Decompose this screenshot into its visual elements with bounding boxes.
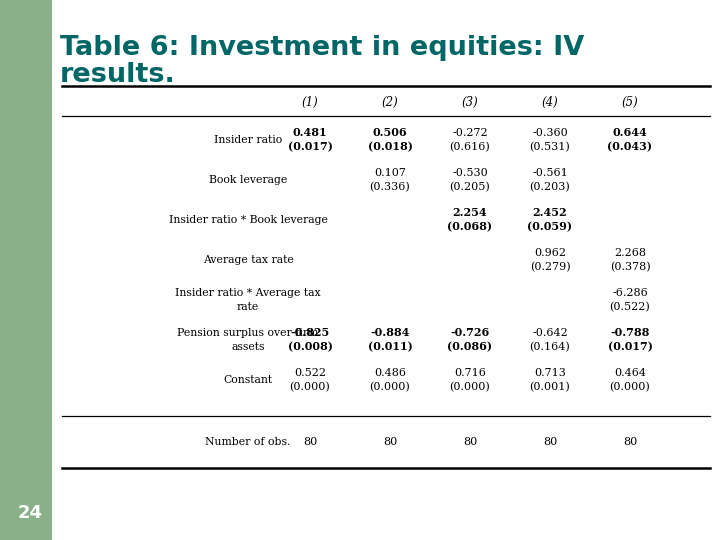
- Text: (0.000): (0.000): [369, 382, 410, 392]
- Text: (0.011): (0.011): [368, 341, 413, 353]
- Text: Table 6: Investment in equities: IV: Table 6: Investment in equities: IV: [60, 35, 584, 61]
- Text: (0.164): (0.164): [530, 342, 570, 352]
- Text: 80: 80: [303, 437, 317, 447]
- Text: -6.286: -6.286: [612, 288, 648, 298]
- Text: results.: results.: [60, 62, 176, 88]
- Text: (0.017): (0.017): [608, 341, 652, 353]
- Text: 80: 80: [463, 437, 477, 447]
- Text: 2.254: 2.254: [453, 207, 487, 219]
- Bar: [0, 0, 52, 540]
- Text: (0.203): (0.203): [530, 182, 570, 192]
- Text: (0.000): (0.000): [289, 382, 330, 392]
- Text: 80: 80: [623, 437, 637, 447]
- Text: (0.531): (0.531): [530, 142, 570, 152]
- Text: -0.561: -0.561: [532, 168, 568, 178]
- Text: 0.486: 0.486: [374, 368, 406, 378]
- Text: 80: 80: [383, 437, 397, 447]
- Text: rate: rate: [237, 302, 259, 312]
- Text: (0.279): (0.279): [530, 262, 570, 272]
- Text: -0.884: -0.884: [370, 327, 410, 339]
- Text: 2.268: 2.268: [614, 248, 646, 258]
- Text: Pension surplus over firm: Pension surplus over firm: [177, 328, 319, 338]
- Text: Insider ratio * Average tax: Insider ratio * Average tax: [175, 288, 321, 298]
- Text: (0.378): (0.378): [610, 262, 650, 272]
- Text: -0.360: -0.360: [532, 128, 568, 138]
- Text: Constant: Constant: [223, 375, 273, 385]
- Text: -0.788: -0.788: [611, 327, 649, 339]
- Text: -0.642: -0.642: [532, 328, 568, 338]
- Text: (0.008): (0.008): [287, 341, 333, 353]
- Text: assets: assets: [231, 342, 265, 352]
- Text: Insider ratio: Insider ratio: [214, 135, 282, 145]
- Text: Insider ratio * Book leverage: Insider ratio * Book leverage: [168, 215, 328, 225]
- Text: 0.522: 0.522: [294, 368, 326, 378]
- Text: 24: 24: [18, 504, 43, 522]
- Text: -0.825: -0.825: [290, 327, 330, 339]
- Text: 0.464: 0.464: [614, 368, 646, 378]
- Text: (4): (4): [541, 96, 559, 109]
- Text: (2): (2): [382, 96, 398, 109]
- Text: 80: 80: [543, 437, 557, 447]
- Text: 0.506: 0.506: [373, 127, 408, 138]
- Text: (0.001): (0.001): [530, 382, 570, 392]
- Text: (0.068): (0.068): [448, 221, 492, 233]
- Text: Book leverage: Book leverage: [209, 175, 287, 185]
- Text: (0.205): (0.205): [449, 182, 490, 192]
- Text: -0.530: -0.530: [452, 168, 488, 178]
- Text: (0.336): (0.336): [369, 182, 410, 192]
- Text: (0.086): (0.086): [448, 341, 492, 353]
- Text: -0.272: -0.272: [452, 128, 488, 138]
- Text: Number of obs.: Number of obs.: [205, 437, 291, 447]
- Text: Average tax rate: Average tax rate: [202, 255, 293, 265]
- Text: (0.018): (0.018): [368, 141, 413, 152]
- Text: (0.017): (0.017): [287, 141, 333, 152]
- Text: 0.716: 0.716: [454, 368, 486, 378]
- Text: 0.107: 0.107: [374, 168, 406, 178]
- Text: (3): (3): [462, 96, 478, 109]
- Text: (0.522): (0.522): [610, 302, 650, 312]
- Text: (1): (1): [302, 96, 318, 109]
- Text: (0.000): (0.000): [449, 382, 490, 392]
- Text: 0.481: 0.481: [293, 127, 328, 138]
- Text: 0.962: 0.962: [534, 248, 566, 258]
- Text: (0.616): (0.616): [449, 142, 490, 152]
- Text: (0.000): (0.000): [610, 382, 650, 392]
- Text: 2.452: 2.452: [533, 207, 567, 219]
- Text: (0.059): (0.059): [528, 221, 572, 233]
- Text: 0.644: 0.644: [613, 127, 647, 138]
- Text: (5): (5): [621, 96, 639, 109]
- Text: (0.043): (0.043): [608, 141, 652, 152]
- Text: -0.726: -0.726: [451, 327, 490, 339]
- Text: 0.713: 0.713: [534, 368, 566, 378]
